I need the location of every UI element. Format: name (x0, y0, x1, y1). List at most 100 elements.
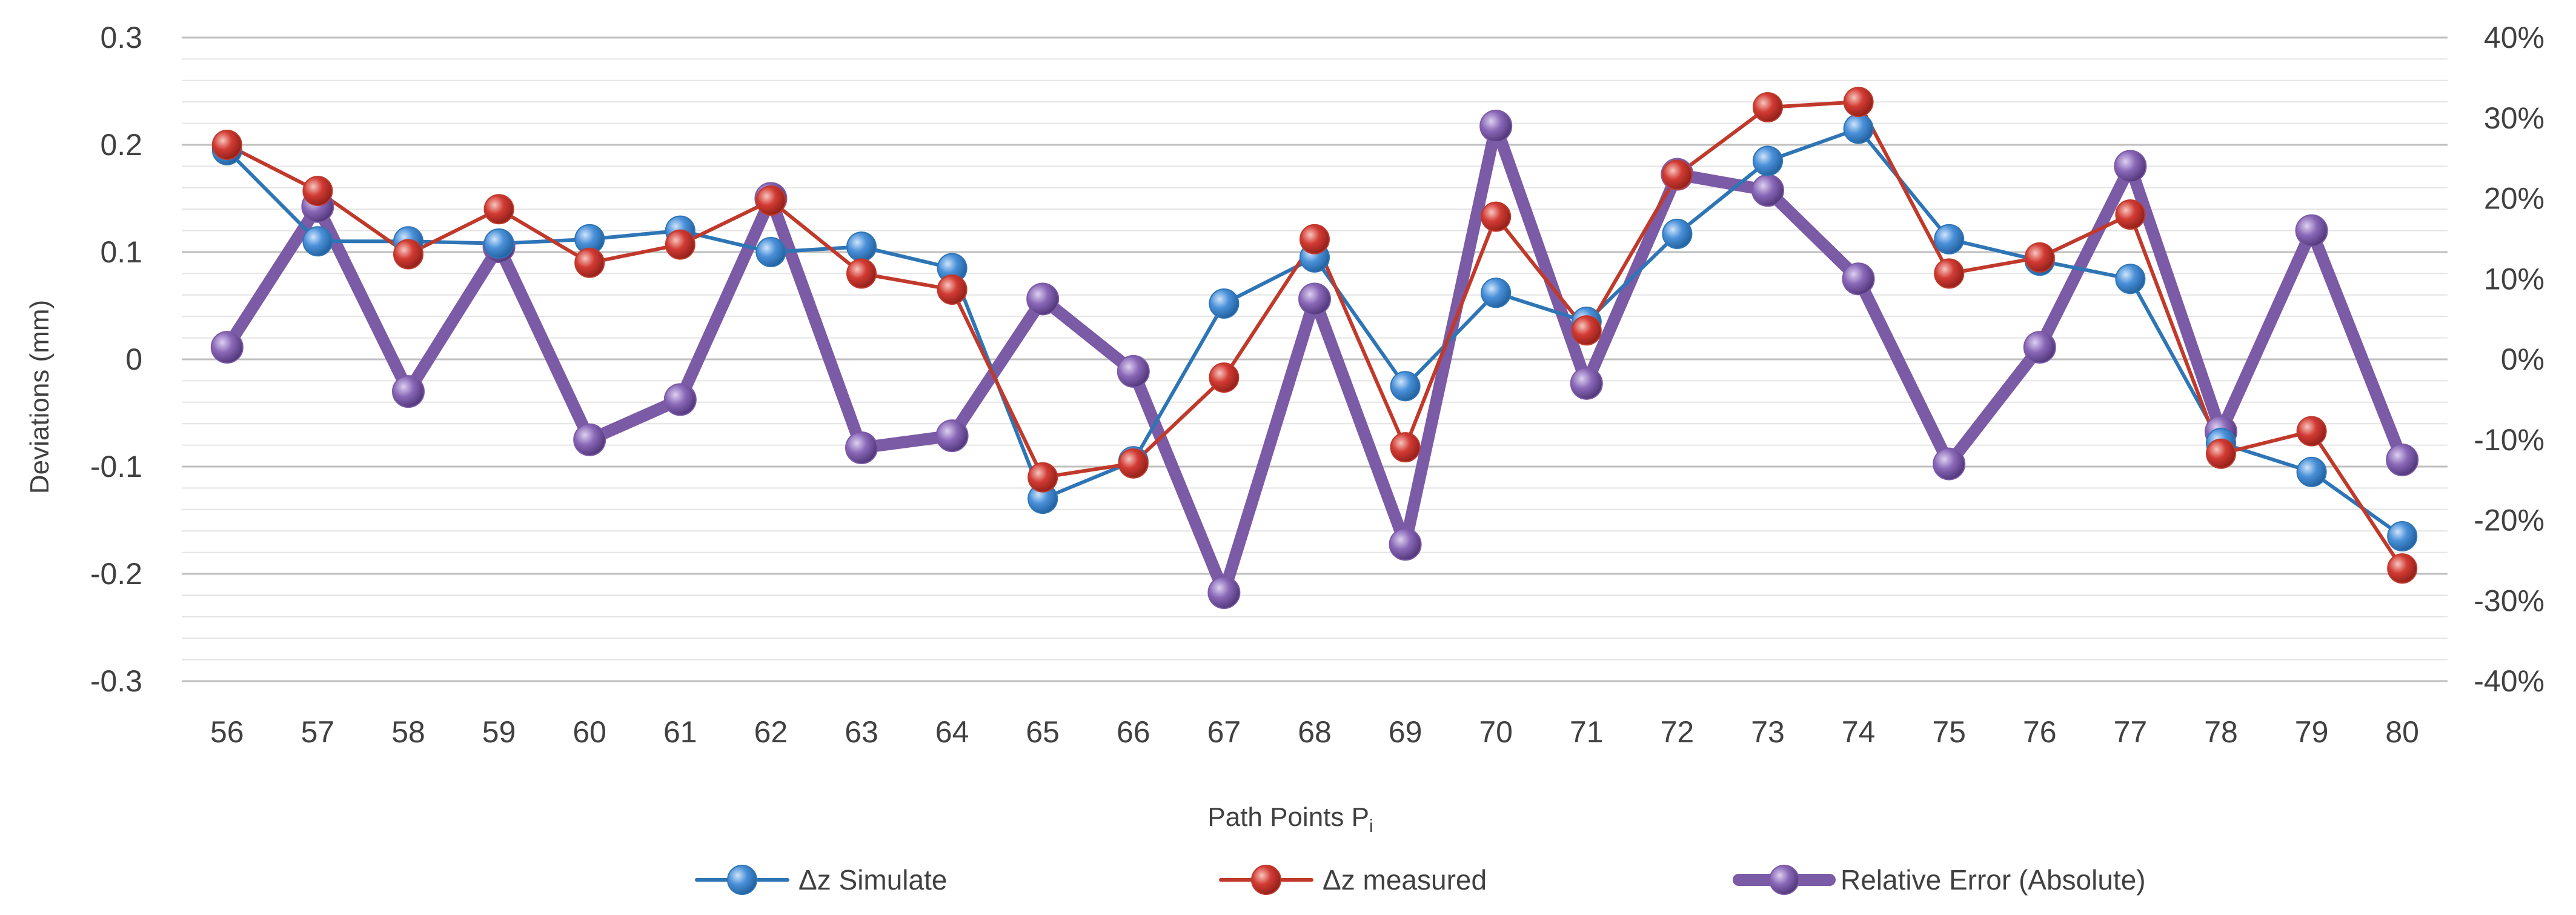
series-line-measured (225, 100, 2405, 571)
point-relative-error (392, 375, 425, 408)
point-relative-error (845, 431, 878, 465)
point-measured (1209, 362, 1240, 393)
y2-tick-label: -40% (2474, 664, 2544, 698)
point-simulate (1843, 113, 1874, 144)
point-relative-error (1207, 576, 1241, 609)
point-measured (1753, 92, 1783, 123)
x-tick-label: 59 (482, 715, 516, 749)
x-tick-label: 66 (1117, 715, 1150, 749)
point-simulate (302, 226, 333, 257)
point-relative-error (1751, 174, 1784, 207)
point-measured (846, 258, 877, 289)
x-tick-label: 57 (301, 715, 335, 749)
x-tick-label: 75 (1932, 715, 1966, 749)
y-tick-label: 0 (125, 342, 142, 376)
y2-tick-label: -20% (2474, 504, 2544, 537)
point-relative-error (2023, 331, 2056, 364)
x-tick-label: 64 (935, 715, 969, 749)
legend-marker-relative-error (1769, 865, 1799, 895)
legend-item-relative-error: Relative Error (Absolute) (1733, 864, 2146, 896)
y2-tick-label: 20% (2484, 182, 2544, 216)
point-measured (302, 176, 333, 207)
x-tick-label: 58 (391, 715, 425, 749)
y-tick-label: -0.2 (90, 557, 142, 591)
point-measured (1390, 432, 1421, 463)
y2-tick-label: -10% (2474, 423, 2544, 457)
point-relative-error (1570, 367, 1603, 400)
point-measured (211, 130, 242, 160)
point-measured (1934, 258, 1965, 289)
y-axis-title: Deviations (mm) (25, 300, 55, 494)
x-axis-ticks: 56 57 58 59 60 61 62 63 64 65 66 67 68 69 70 71 72 73 74 75… (210, 715, 2419, 749)
point-measured (937, 274, 968, 305)
y-tick-label: 0.1 (100, 235, 142, 269)
x-tick-label: 56 (210, 715, 244, 749)
point-relative-error (1479, 110, 1513, 143)
point-measured (2206, 438, 2236, 469)
legend-label-simulate: Δz Simulate (798, 864, 947, 896)
legend-item-measured: Δz measured (1219, 864, 1487, 896)
point-relative-error (2295, 214, 2328, 247)
point-simulate (1209, 288, 1240, 319)
x-tick-label: 67 (1207, 715, 1241, 749)
y-tick-label: -0.3 (90, 664, 142, 698)
legend-label-relative-error: Relative Error (Absolute) (1841, 864, 2146, 896)
series-markers (210, 87, 2419, 609)
point-simulate (2296, 456, 2327, 487)
point-simulate (2387, 521, 2418, 552)
y2-tick-label: 40% (2484, 21, 2544, 55)
x-tick-label: 69 (1389, 715, 1422, 749)
right-axis-ticks: 40% 30% 20% 10% 0% -10% -20% -30% -40% (2474, 21, 2544, 698)
left-axis-ticks: 0.3 0.2 0.1 0 -0.1 -0.2 -0.3 (90, 21, 142, 698)
point-measured (1118, 448, 1149, 479)
x-tick-label: 68 (1298, 715, 1332, 749)
x-axis-title-main: Path Points P (1207, 802, 1369, 832)
x-tick-label: 78 (2204, 715, 2238, 749)
y2-tick-label: 30% (2484, 101, 2544, 135)
gridlines (182, 36, 2448, 682)
point-simulate (1662, 218, 1693, 249)
x-tick-label: 74 (1842, 715, 1876, 749)
point-simulate (846, 231, 877, 262)
point-measured (1843, 87, 1874, 118)
point-measured (755, 185, 786, 216)
x-tick-label: 73 (1751, 715, 1785, 749)
point-simulate (2115, 264, 2146, 294)
point-relative-error (935, 419, 969, 453)
x-tick-label: 65 (1026, 715, 1060, 749)
point-measured (483, 194, 514, 225)
point-measured (574, 247, 605, 278)
y2-tick-label: -30% (2474, 584, 2544, 617)
x-tick-label: 80 (2385, 715, 2419, 749)
x-tick-label: 79 (2295, 715, 2329, 749)
point-measured (393, 239, 423, 270)
point-simulate (1934, 224, 1965, 255)
y2-tick-label: 0% (2501, 342, 2544, 376)
point-simulate (1390, 371, 1421, 402)
legend-marker-measured (1251, 865, 1281, 895)
point-measured (1571, 315, 1602, 346)
x-axis-title: Path Points Pi (1207, 802, 1373, 836)
x-tick-label: 63 (845, 715, 878, 749)
point-relative-error (1842, 262, 1875, 296)
point-relative-error (1026, 282, 1060, 316)
point-relative-error (1389, 528, 1422, 561)
point-measured (2387, 553, 2418, 584)
y-tick-label: 0.3 (100, 21, 142, 55)
point-measured (2024, 242, 2055, 273)
legend-marker-simulate (727, 865, 757, 895)
series-lines (221, 100, 2409, 599)
point-relative-error (1933, 447, 1966, 481)
y-tick-label: -0.1 (90, 450, 142, 484)
y2-tick-label: 10% (2484, 262, 2544, 296)
x-tick-label: 76 (2023, 715, 2057, 749)
point-relative-error (1117, 354, 1150, 388)
legend-item-simulate: Δz Simulate (695, 864, 947, 896)
legend: Δz Simulate Δz measured Relative Error (Ab… (695, 864, 2146, 896)
point-relative-error (573, 423, 606, 456)
x-tick-label: 70 (1479, 715, 1513, 749)
legend-label-measured: Δz measured (1323, 864, 1487, 896)
x-tick-label: 72 (1661, 715, 1695, 749)
